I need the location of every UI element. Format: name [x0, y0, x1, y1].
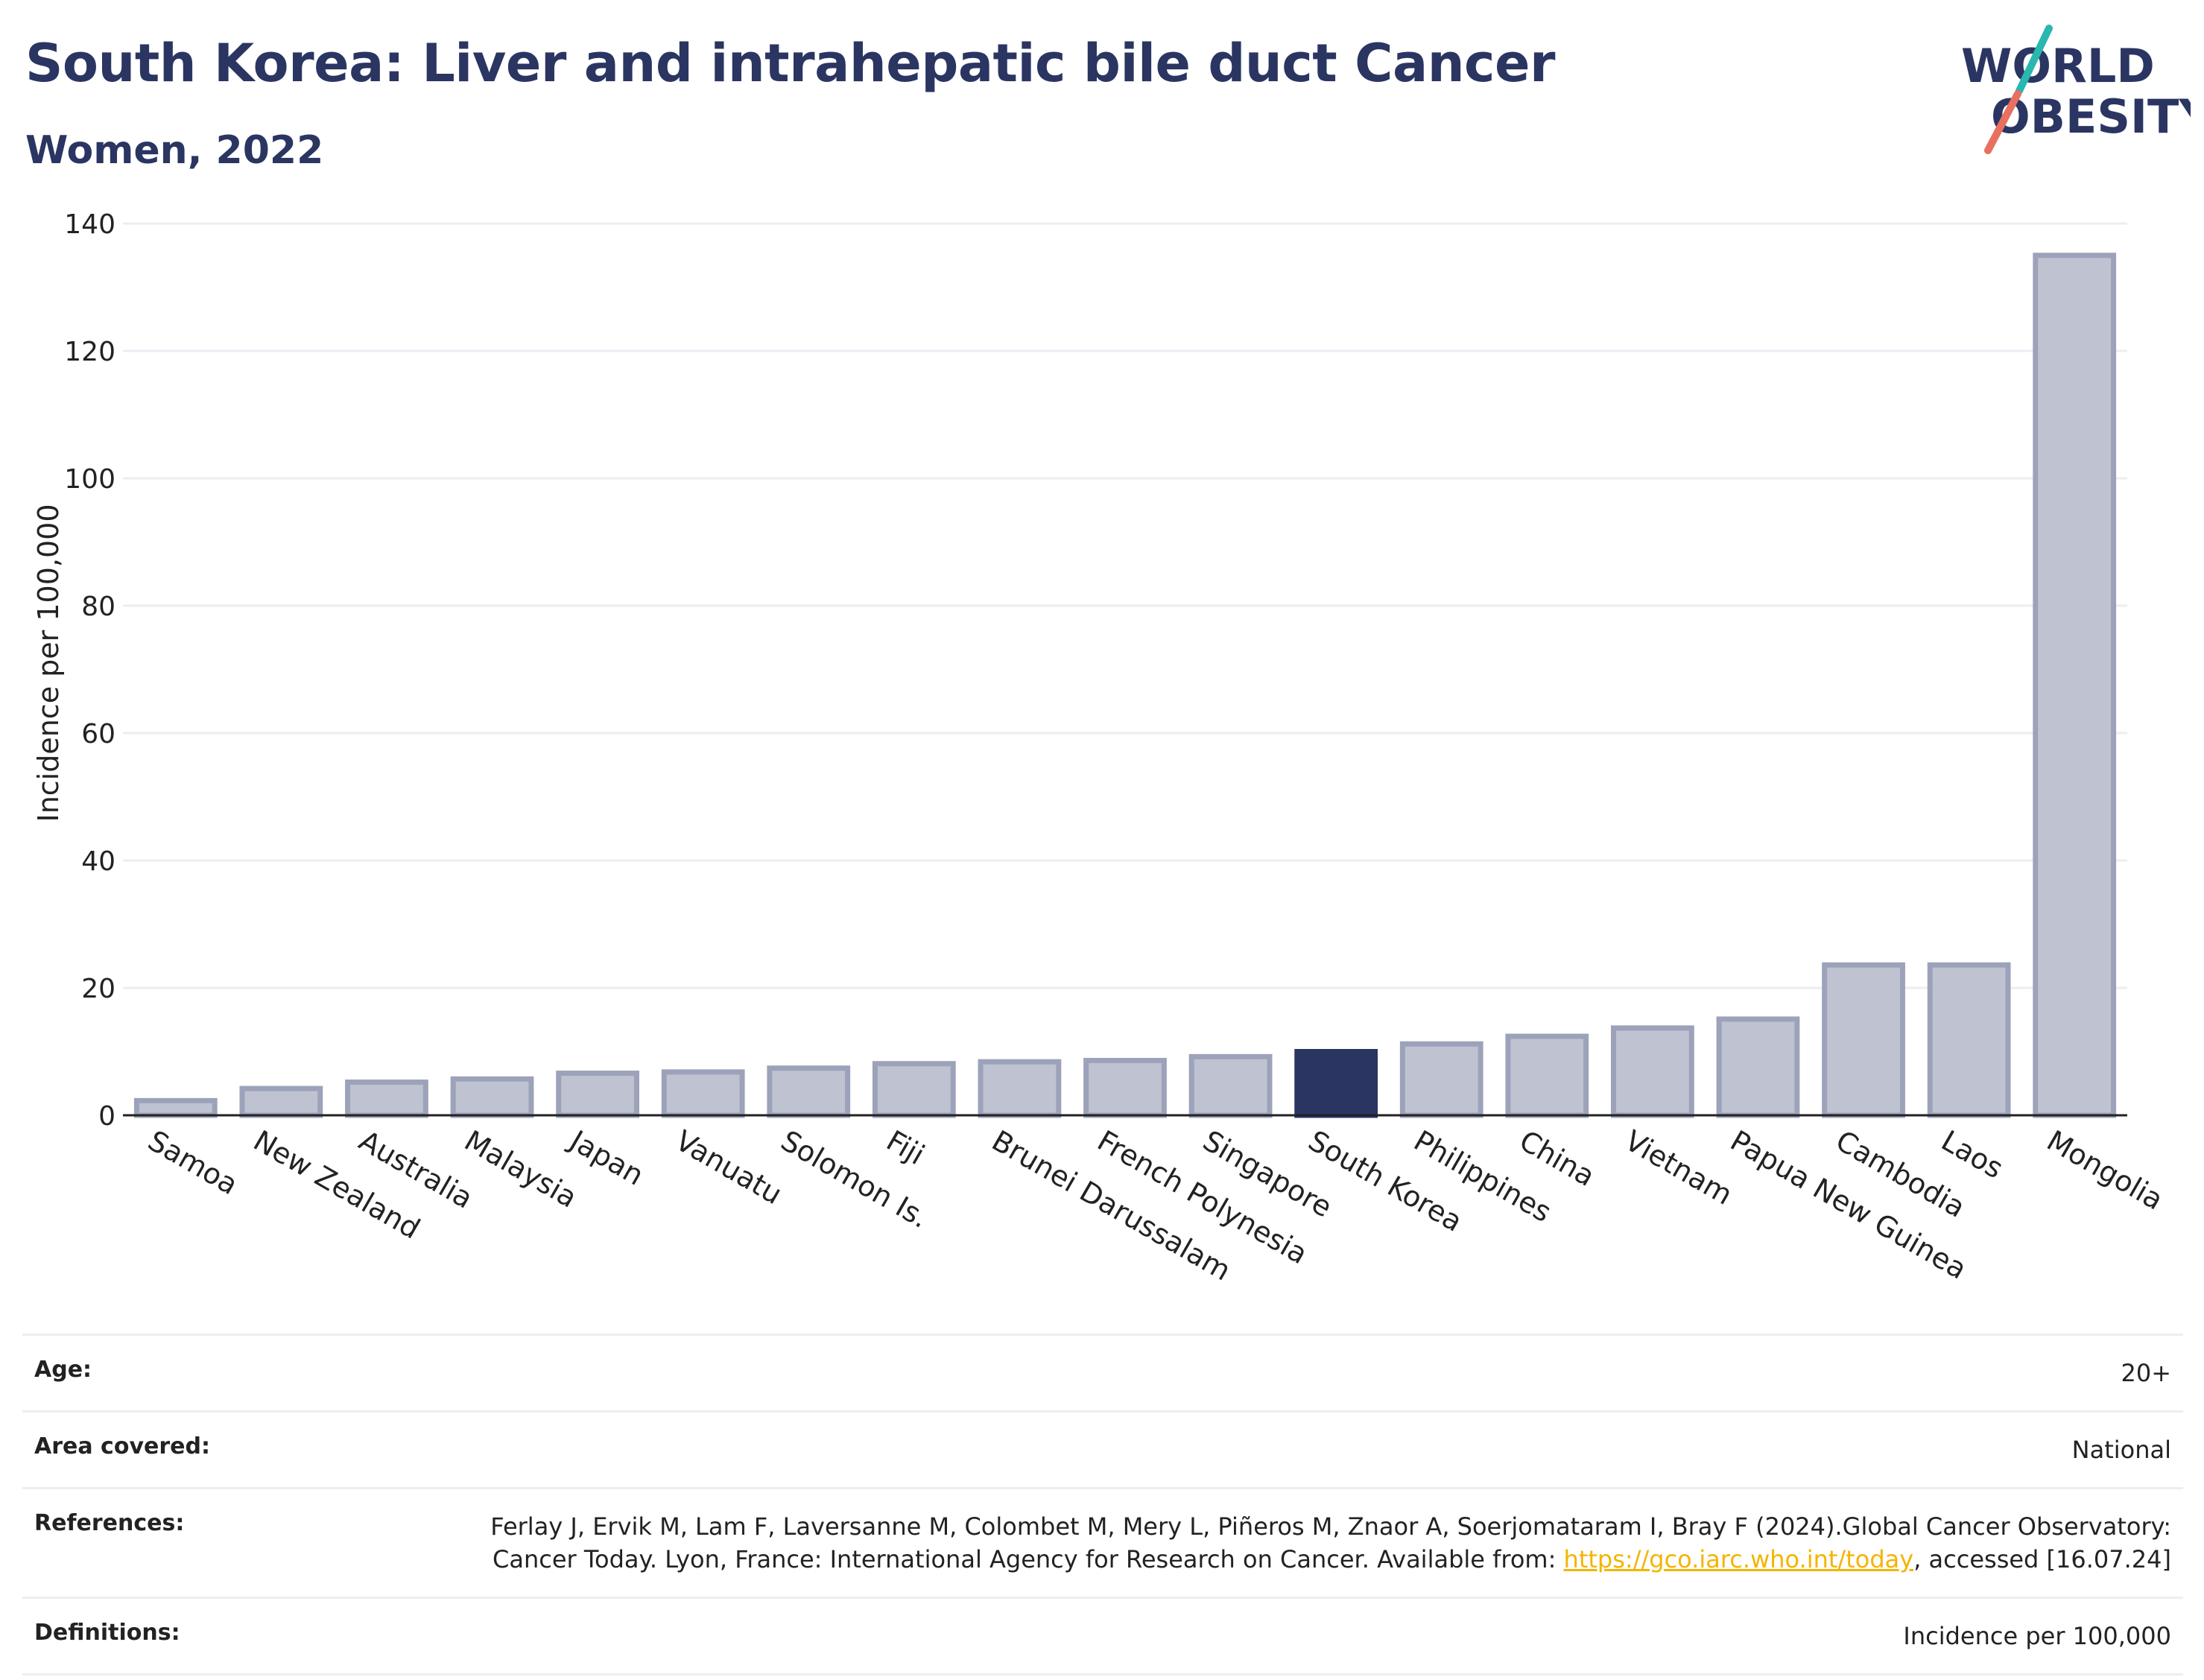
meta-row-definitions: Definitions: Incidence per 100,000	[22, 1597, 2183, 1676]
chart-subtitle: Women, 2022	[25, 128, 324, 173]
meta-row-age: Age: 20+	[22, 1334, 2183, 1410]
x-tick-label: Laos	[1936, 1124, 2009, 1185]
bar-singapore[interactable]	[1188, 1053, 1273, 1118]
y-tick-label: 60	[81, 719, 115, 749]
grid-layer	[123, 222, 2127, 989]
y-axis-label: Incidence per 100,000	[32, 504, 65, 822]
age-label: Age:	[34, 1357, 92, 1383]
bar-vanuatu[interactable]	[661, 1069, 745, 1118]
logo-coral-slash	[1984, 90, 2021, 154]
bar-samoa[interactable]	[133, 1097, 218, 1118]
logo-line1: WORLD	[1961, 39, 2155, 93]
world-obesity-logo: WORLD OBESITY	[1961, 25, 2191, 154]
x-tick-label: Fiji	[881, 1124, 930, 1171]
meta-row-area: Area covered: National	[22, 1410, 2183, 1487]
references-link[interactable]: https://gco.iarc.who.int/today	[1563, 1545, 1914, 1573]
bar-brunei-darussalam[interactable]	[978, 1059, 1062, 1118]
references-value: Ferlay J, Ervik M, Lam F, Laversanne M, …	[420, 1510, 2171, 1576]
bar-china[interactable]	[1505, 1033, 1589, 1118]
bar-australia[interactable]	[345, 1080, 428, 1118]
logo-line2: OBESITY	[1991, 89, 2191, 144]
y-tick-label: 140	[64, 209, 115, 240]
age-value: 20+	[2121, 1359, 2171, 1387]
x-tick-label: Vietnam	[1619, 1124, 1738, 1211]
area-label: Area covered:	[34, 1433, 210, 1459]
bar-vietnam[interactable]	[1611, 1025, 1694, 1118]
meta-row-references: References: Ferlay J, Ervik M, Lam F, La…	[22, 1487, 2183, 1597]
y-tick-label: 80	[81, 592, 115, 622]
x-tick-label: Malaysia	[459, 1124, 583, 1214]
bar-solomon-is-[interactable]	[767, 1065, 851, 1118]
definitions-value: Incidence per 100,000	[1903, 1622, 2171, 1650]
bar-japan[interactable]	[556, 1071, 639, 1118]
references-label: References:	[34, 1510, 185, 1536]
references-text-1: Ferlay J, Ervik M, Lam F, Laversanne M, …	[490, 1512, 2171, 1573]
y-tick-label: 100	[64, 464, 115, 495]
bar-layer	[123, 253, 2127, 1118]
bar-south-korea[interactable]	[1294, 1049, 1378, 1118]
bar-mongolia[interactable]	[2033, 253, 2117, 1118]
bar-fiji[interactable]	[872, 1061, 956, 1118]
bar-malaysia[interactable]	[450, 1076, 534, 1118]
bar-laos[interactable]	[1927, 962, 2011, 1118]
bar-cambodia[interactable]	[1822, 962, 1905, 1118]
bar-french-polynesia[interactable]	[1083, 1057, 1167, 1118]
x-tick-label: Samoa	[142, 1124, 243, 1202]
chart-title: South Korea: Liver and intrahepatic bile…	[25, 33, 1556, 94]
bar-philippines[interactable]	[1399, 1041, 1483, 1118]
y-tick-label: 40	[81, 846, 115, 877]
metadata-table: Age: 20+ Area covered: National Referenc…	[22, 1334, 2183, 1676]
bar-papua-new-guinea[interactable]	[1716, 1016, 1800, 1118]
logo-teal-slash	[2015, 25, 2053, 95]
y-tick-label: 120	[64, 337, 115, 367]
y-tick-label: 20	[81, 974, 115, 1004]
references-text-2: , accessed [16.07.24]	[1913, 1545, 2171, 1573]
x-tick-label: Vanuatu	[670, 1124, 788, 1211]
bar-new-zealand[interactable]	[239, 1085, 323, 1118]
area-value: National	[2071, 1436, 2171, 1464]
definitions-label: Definitions:	[34, 1620, 180, 1646]
x-tick-label: Mongolia	[2042, 1124, 2169, 1217]
y-tick-label: 0	[98, 1101, 115, 1132]
